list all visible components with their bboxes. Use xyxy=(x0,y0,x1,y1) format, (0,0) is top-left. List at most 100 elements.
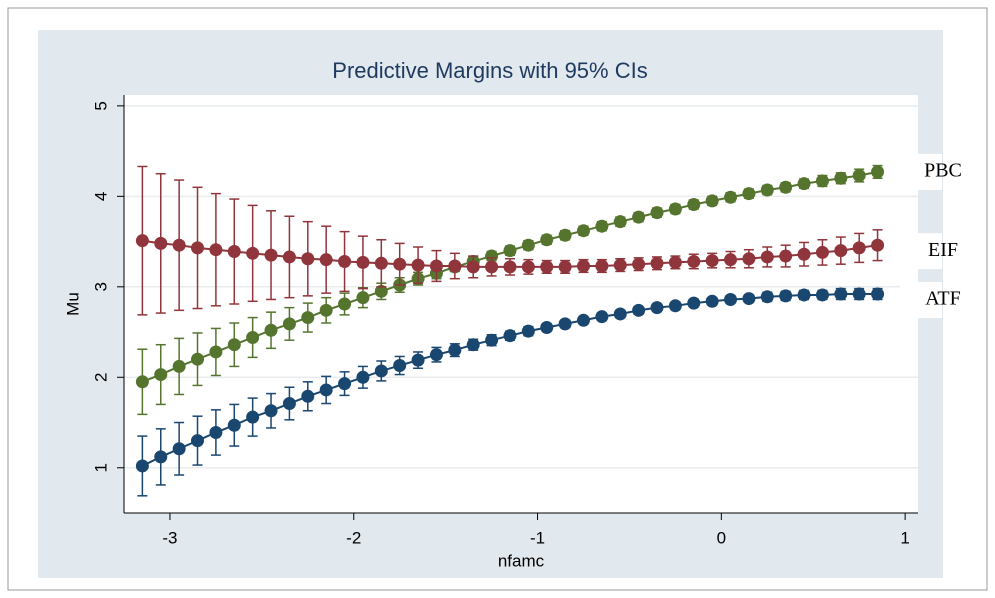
point xyxy=(668,299,682,313)
point xyxy=(411,258,425,272)
point xyxy=(411,353,425,367)
label-box xyxy=(900,153,942,190)
point xyxy=(815,288,829,302)
point xyxy=(742,292,756,306)
point xyxy=(172,359,186,373)
point xyxy=(227,338,241,352)
x-tick-label: -1 xyxy=(530,528,545,547)
series xyxy=(135,287,885,497)
point xyxy=(227,245,241,259)
point xyxy=(797,247,811,261)
point xyxy=(871,287,885,301)
x-tick-label: 1 xyxy=(900,528,909,547)
point xyxy=(632,257,646,271)
point xyxy=(191,352,205,366)
point xyxy=(485,260,499,274)
point xyxy=(154,450,168,464)
point xyxy=(191,434,205,448)
point xyxy=(503,329,517,343)
point xyxy=(779,180,793,194)
point xyxy=(576,313,590,327)
point xyxy=(797,177,811,191)
point xyxy=(687,296,701,310)
chart-title: Predictive Margins with 95% CIs xyxy=(332,58,647,83)
point xyxy=(246,246,260,260)
point xyxy=(429,259,443,273)
point xyxy=(172,442,186,456)
y-axis-label: Mu xyxy=(63,292,82,316)
point xyxy=(760,183,774,197)
x-tick-label: -2 xyxy=(346,528,361,547)
point xyxy=(301,389,315,403)
point xyxy=(356,291,370,305)
point xyxy=(558,317,572,331)
point xyxy=(595,310,609,324)
series xyxy=(135,165,885,316)
point xyxy=(834,171,848,185)
series xyxy=(135,164,885,416)
point xyxy=(282,397,296,411)
point xyxy=(154,236,168,250)
point xyxy=(760,290,774,304)
point xyxy=(595,259,609,273)
point xyxy=(319,383,333,397)
point xyxy=(503,260,517,274)
series-label: EIF xyxy=(928,239,958,261)
point xyxy=(209,425,223,439)
point xyxy=(687,254,701,268)
point xyxy=(135,375,149,389)
point xyxy=(319,303,333,317)
point xyxy=(852,169,866,183)
point xyxy=(135,459,149,473)
point xyxy=(705,254,719,268)
point xyxy=(282,317,296,331)
point xyxy=(852,287,866,301)
point xyxy=(154,368,168,382)
point xyxy=(264,323,278,337)
point xyxy=(521,260,535,274)
point xyxy=(172,238,186,252)
point xyxy=(705,294,719,308)
point xyxy=(264,248,278,262)
x-tick-label: -3 xyxy=(162,528,177,547)
point xyxy=(871,165,885,179)
point xyxy=(485,249,499,263)
point xyxy=(724,190,738,204)
point xyxy=(209,243,223,257)
point xyxy=(650,256,664,270)
point xyxy=(724,292,738,306)
y-tick-label: 5 xyxy=(91,101,110,110)
point xyxy=(374,256,388,270)
point xyxy=(815,174,829,188)
point xyxy=(521,238,535,252)
point xyxy=(558,260,572,274)
point xyxy=(429,348,443,362)
point xyxy=(540,233,554,247)
point xyxy=(871,238,885,252)
point xyxy=(779,289,793,303)
point xyxy=(393,257,407,271)
point xyxy=(356,370,370,384)
point xyxy=(852,241,866,255)
label-box xyxy=(900,282,942,319)
label-box xyxy=(900,233,942,270)
point xyxy=(576,224,590,238)
point xyxy=(834,287,848,301)
point xyxy=(558,228,572,242)
point xyxy=(264,404,278,418)
point xyxy=(374,364,388,378)
point xyxy=(815,245,829,259)
point xyxy=(797,288,811,302)
series-label: ATF xyxy=(925,288,961,310)
y-tick-label: 1 xyxy=(91,463,110,472)
point xyxy=(301,252,315,266)
point xyxy=(356,255,370,269)
x-tick-label: 0 xyxy=(717,528,726,547)
point xyxy=(742,187,756,201)
point xyxy=(668,202,682,216)
point xyxy=(632,303,646,317)
point xyxy=(466,338,480,352)
grid xyxy=(124,105,918,469)
